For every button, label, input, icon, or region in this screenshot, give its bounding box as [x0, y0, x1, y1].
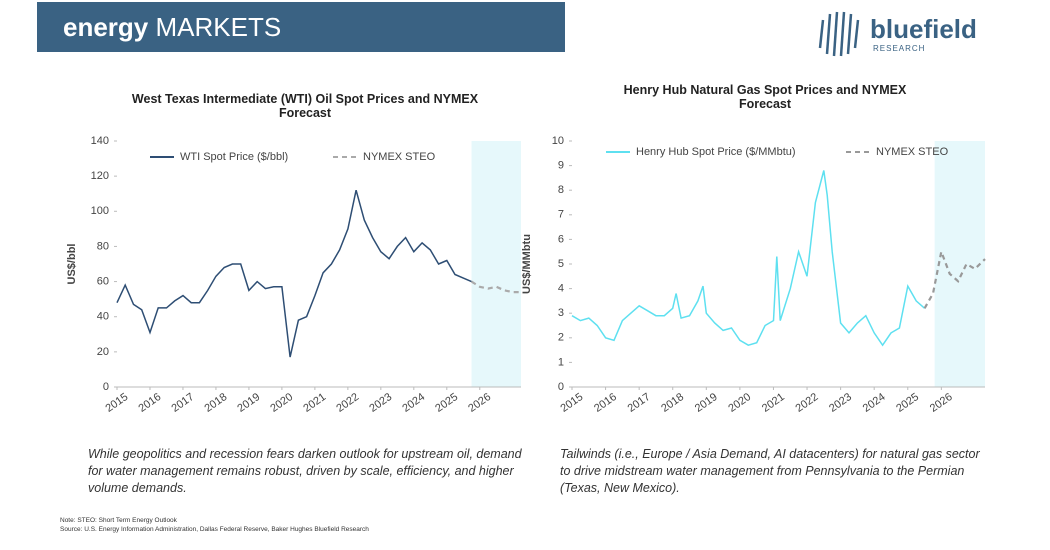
x-tick-label: 2023 [827, 391, 854, 415]
legend-label: WTI Spot Price ($/bbl) [180, 151, 288, 163]
x-tick-label: 2018 [659, 391, 686, 415]
x-tick-label: 2016 [592, 391, 619, 415]
y-tick-label: 4 [558, 283, 564, 295]
header-bold: energy [63, 12, 149, 42]
chart-title: Henry Hub Natural Gas Spot Prices and NY… [623, 83, 907, 111]
x-tick-label: 2025 [894, 391, 921, 415]
header-title: MARKETS [155, 12, 282, 42]
y-tick-label: 8 [558, 184, 564, 196]
x-tick-label: 2024 [861, 391, 888, 415]
y-tick-label: 0 [558, 381, 564, 393]
x-tick-label: 2017 [169, 391, 196, 415]
forecast-shade [934, 141, 985, 387]
forecast-shade [471, 141, 521, 387]
legend-label: NYMEX STEO [876, 146, 949, 158]
caption: While geopolitics and recession fears da… [88, 447, 522, 495]
x-tick-label: 2026 [466, 391, 493, 415]
y-axis-label: US$/bbl [66, 244, 78, 285]
legend-label: NYMEX STEO [363, 151, 436, 163]
series-line [923, 247, 986, 309]
x-tick-label: 2018 [202, 391, 229, 415]
series-line [116, 190, 472, 358]
y-tick-label: 2 [558, 332, 564, 344]
x-tick-label: 2021 [760, 391, 787, 415]
source: Source: U.S. Energy Information Administ… [60, 526, 369, 533]
logo-name: bluefield [870, 14, 977, 44]
x-tick-label: 2023 [367, 391, 394, 415]
x-tick-label: 2015 [103, 391, 130, 415]
x-tick-label: 2026 [928, 391, 955, 415]
y-tick-label: 60 [97, 275, 109, 287]
y-tick-label: 10 [552, 135, 564, 147]
y-tick-label: 20 [97, 346, 109, 358]
x-tick-label: 2022 [334, 391, 361, 415]
x-tick-label: 2017 [626, 391, 653, 415]
y-tick-label: 1 [558, 356, 564, 368]
y-tick-label: 120 [91, 170, 109, 182]
y-tick-label: 6 [558, 233, 564, 245]
y-tick-label: 0 [103, 381, 109, 393]
chart-title: West Texas Intermediate (WTI) Oil Spot P… [131, 92, 479, 120]
note: Note: STEO: Short Term Energy Outlook [60, 517, 177, 524]
y-tick-label: 9 [558, 160, 564, 172]
x-tick-label: 2020 [268, 391, 295, 415]
series-line [571, 170, 926, 347]
series-line [470, 280, 521, 294]
y-tick-label: 40 [97, 311, 109, 323]
caption: Tailwinds (i.e., Europe / Asia Demand, A… [560, 447, 980, 495]
y-tick-label: 100 [91, 205, 109, 217]
x-tick-label: 2024 [400, 391, 427, 415]
x-tick-label: 2025 [433, 391, 460, 415]
y-axis-label: US$/MMbtu [521, 234, 533, 294]
x-tick-label: 2019 [235, 391, 262, 415]
x-tick-label: 2020 [726, 391, 753, 415]
header-bar: energy MARKETS [37, 2, 565, 52]
x-tick-label: 2019 [693, 391, 720, 415]
logo-mark [818, 11, 860, 57]
y-tick-label: 7 [558, 209, 564, 221]
x-tick-label: 2015 [558, 391, 585, 415]
x-tick-label: 2022 [794, 391, 821, 415]
legend-label: Henry Hub Spot Price ($/MMbtu) [636, 146, 796, 158]
y-tick-label: 3 [558, 307, 564, 319]
y-tick-label: 80 [97, 240, 109, 252]
x-tick-label: 2021 [301, 391, 328, 415]
logo-sub: RESEARCH [873, 44, 926, 53]
y-tick-label: 140 [91, 135, 109, 147]
y-tick-label: 5 [558, 258, 564, 270]
x-tick-label: 2016 [136, 391, 163, 415]
